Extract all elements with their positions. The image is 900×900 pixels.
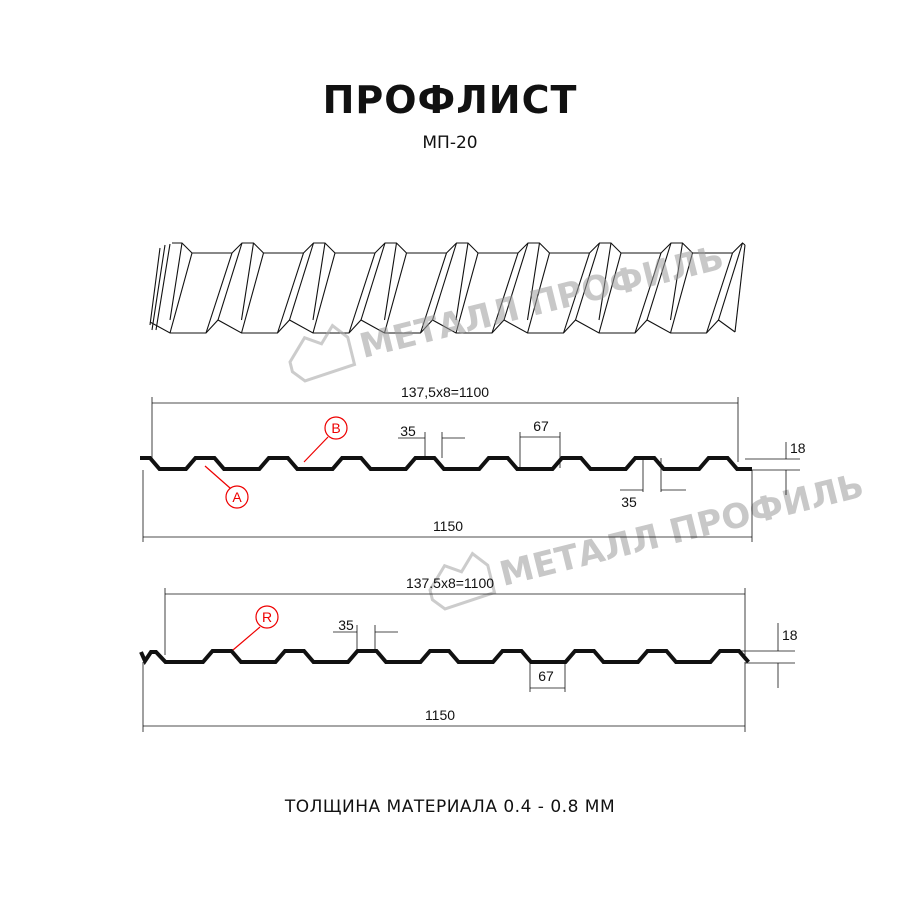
rib-edge: [634, 252, 662, 334]
marker-b-circle: [324, 416, 348, 440]
rib-edge: [526, 252, 551, 334]
rib-edge: [240, 242, 255, 321]
marker-b-leader: [303, 436, 329, 463]
rib-edge: [717, 242, 744, 321]
rib-edge: [217, 242, 243, 321]
dim-useful-width: 137.5x8=1100: [406, 575, 494, 591]
rib-edge: [312, 252, 336, 334]
rib-edge: [646, 242, 672, 321]
watermark-text: МЕТАЛЛ ПРОФИЛЬ: [496, 466, 868, 595]
rib-edge: [169, 242, 183, 321]
profile-r-dimension-lines: [142, 588, 795, 732]
dim-height: 18: [790, 440, 806, 456]
rib-edge: [503, 242, 529, 321]
watermark-text: МЕТАЛЛ ПРОФИЛЬ: [356, 238, 728, 367]
rib-edge: [562, 252, 591, 334]
rib-edge: [276, 252, 305, 334]
rib-edge: [669, 242, 684, 321]
marker-r-leader: [232, 626, 261, 651]
material-thickness-note: ТОЛЩИНА МАТЕРИАЛА 0.4 - 0.8 ММ: [284, 797, 616, 817]
rib-edge: [705, 252, 734, 334]
marker-a: A: [232, 489, 242, 505]
rib-edge: [598, 242, 612, 321]
rib-edge: [669, 252, 694, 334]
marker-b: B: [331, 420, 340, 436]
rib-edge: [360, 242, 386, 321]
page-subtitle: МП-20: [422, 133, 478, 153]
rib-edge: [431, 242, 458, 321]
sheet-top-edge: [172, 242, 746, 254]
rib-edge: [455, 242, 469, 321]
marker-r-circle: [255, 605, 279, 629]
dim-trough: 67: [533, 418, 549, 434]
profile-r: 137.5x8=1100 1150 35 67 18 R: [139, 575, 798, 732]
profile-r-line: [139, 649, 751, 666]
dim-total-width: 1150: [425, 707, 455, 723]
watermark-logo: [288, 323, 357, 383]
dim-crest: 35: [338, 617, 354, 633]
profile-a-line: [140, 456, 752, 471]
marker-r: R: [262, 609, 272, 625]
dim-useful-width: 137,5x8=1100: [401, 384, 489, 400]
rib-edge: [455, 252, 479, 334]
dim-height: 18: [782, 627, 798, 643]
rib-edge: [526, 242, 541, 321]
watermark-logo: [428, 551, 497, 611]
rib-edge: [419, 252, 448, 334]
dim-trough: 67: [538, 668, 554, 684]
sheet-right-edge: [734, 244, 746, 333]
dim-bottom-crest: 35: [621, 494, 637, 510]
marker-a-leader: [204, 465, 231, 489]
profile-a: 137,5x8=1100 1150 35 67 35 18 B A: [140, 384, 806, 542]
rib-edge: [598, 252, 622, 334]
profile-a-dimension-lines: [142, 397, 800, 542]
sheet-left-edge: [149, 243, 171, 331]
dim-crest: 35: [400, 423, 416, 439]
rib-edge: [288, 242, 315, 321]
rib-edge: [169, 252, 193, 334]
sheet-bottom-edge: [149, 319, 736, 334]
sheet-3d-view: [149, 242, 746, 334]
rib-edge: [383, 242, 398, 321]
marker-a-circle: [225, 485, 249, 509]
rib-edge: [383, 252, 408, 334]
rib-edge: [491, 252, 519, 334]
rib-edge: [312, 242, 326, 321]
page-title: ПРОФЛИСТ: [322, 78, 578, 122]
rib-edge: [240, 252, 265, 334]
rib-edge: [348, 252, 376, 334]
rib-edge: [574, 242, 601, 321]
dim-total-width: 1150: [433, 518, 463, 534]
rib-edge: [205, 252, 233, 334]
